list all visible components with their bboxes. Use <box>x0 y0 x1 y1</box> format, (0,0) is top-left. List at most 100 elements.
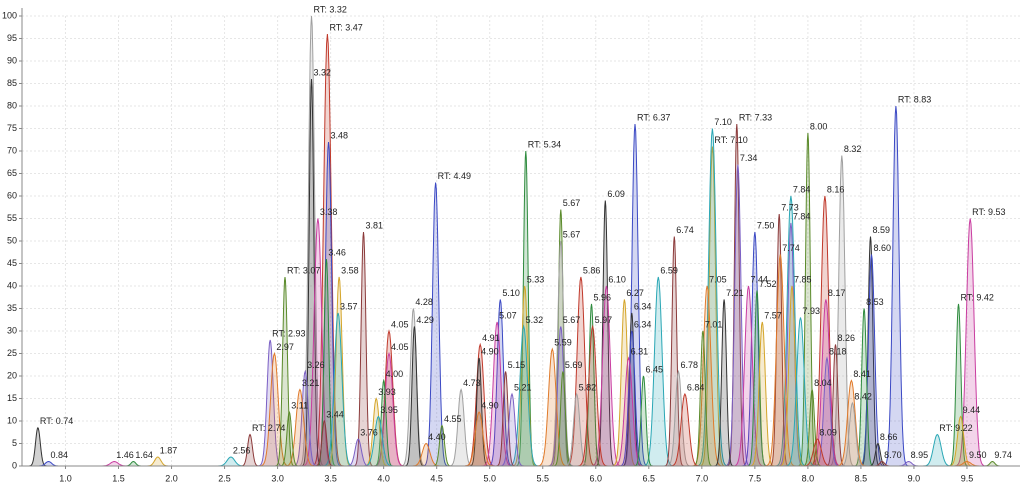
peak-label: 9.74 <box>994 450 1012 460</box>
peak-label: 3.57 <box>340 301 358 311</box>
peak-label: 6.59 <box>660 265 678 275</box>
peak-label: 3.58 <box>341 265 359 275</box>
peak-label: 3.46 <box>328 247 346 257</box>
y-tick-label: 25 <box>7 348 17 358</box>
peak-label: 3.11 <box>291 400 308 410</box>
peak-label: 3.76 <box>360 427 378 437</box>
peak-label: 2.97 <box>276 342 294 352</box>
peak-label: 5.86 <box>583 265 601 275</box>
peak-label: 6.78 <box>680 360 698 370</box>
peak-label: 7.10 <box>714 117 732 127</box>
x-tick-label: 1.5 <box>112 473 125 483</box>
peak-label: 6.34 <box>634 301 652 311</box>
y-tick-label: 0 <box>12 460 17 470</box>
peak-label: 3.44 <box>326 409 344 419</box>
peak-label: 2.56 <box>233 445 251 455</box>
peak-label: 4.28 <box>415 297 433 307</box>
peak-label: 6.09 <box>607 189 625 199</box>
y-tick-label: 45 <box>7 258 17 268</box>
peak-label: 8.95 <box>911 450 929 460</box>
peak-label: 5.67 <box>563 229 581 239</box>
y-tick-label: 65 <box>7 168 17 178</box>
peak-label: 4.90 <box>481 346 499 356</box>
x-tick-label: 6.5 <box>643 473 656 483</box>
peak-label: 7.44 <box>750 274 768 284</box>
peak-label: 5.96 <box>594 292 612 302</box>
peak-label: 1.87 <box>160 445 178 455</box>
peak-label: 6.74 <box>676 225 694 235</box>
peak-label: RT: 4.49 <box>438 171 471 181</box>
y-tick-label: 75 <box>7 123 17 133</box>
peak-label: 9.44 <box>963 405 981 415</box>
peak-label: 8.70 <box>884 450 902 460</box>
y-tick-label: 85 <box>7 78 17 88</box>
peak-label: RT: 7.10 <box>714 135 747 145</box>
peak-label: 8.42 <box>854 391 872 401</box>
peak-label: 5.69 <box>565 360 583 370</box>
peak-label: 8.66 <box>880 432 898 442</box>
peak-label: 4.29 <box>416 315 434 325</box>
y-tick-label: 10 <box>7 415 17 425</box>
y-tick-label: 20 <box>7 370 17 380</box>
peak-label: 8.00 <box>810 121 828 131</box>
peak-label: 8.41 <box>853 369 871 379</box>
x-tick-label: 3.5 <box>324 473 337 483</box>
peak-label: 8.53 <box>866 297 884 307</box>
x-tick-label: 8.5 <box>855 473 868 483</box>
x-tick-label: 9.5 <box>961 473 974 483</box>
peak-label: RT: 9.53 <box>972 207 1005 217</box>
peak-label: 5.59 <box>554 337 572 347</box>
peak-label: 8.09 <box>819 427 837 437</box>
peak-label: 5.97 <box>595 315 613 325</box>
peak-label: 8.16 <box>827 184 845 194</box>
peak-label: 5.32 <box>526 315 544 325</box>
y-tick-label: 70 <box>7 145 17 155</box>
peak-label: RT: 9.42 <box>960 292 993 302</box>
y-tick-label: 55 <box>7 213 17 223</box>
peak-label: 7.50 <box>757 220 775 230</box>
x-tick-label: 5.0 <box>483 473 496 483</box>
y-tick-label: 15 <box>7 393 17 403</box>
peak-label: 6.84 <box>687 382 705 392</box>
peak-label: RT: 9.22 <box>939 423 972 433</box>
peak-label: 1.64 <box>135 450 153 460</box>
x-tick-label: 4.5 <box>430 473 443 483</box>
peak-label: RT: 8.83 <box>898 94 931 104</box>
x-tick-label: 2.5 <box>218 473 231 483</box>
peak-label: 3.93 <box>378 387 396 397</box>
peak-label: 7.57 <box>764 310 782 320</box>
y-tick-label: 90 <box>7 55 17 65</box>
peak-label: RT: 3.32 <box>314 4 347 14</box>
peak-label: 5.67 <box>563 198 581 208</box>
peak-label: 7.85 <box>794 274 812 284</box>
grid-layer: 0 5 10 15 20 25 30 35 40 45 50 55 60 65 70 75 80 85 90 95 10… <box>2 10 1020 483</box>
peak-label: 5.33 <box>527 274 545 284</box>
x-tick-label: 9.0 <box>908 473 921 483</box>
peak-label: 7.73 <box>781 202 799 212</box>
peak <box>22 426 53 467</box>
x-tick-label: 4.0 <box>377 473 390 483</box>
peak-label: 7.34 <box>740 153 758 163</box>
x-tick-label: 3.0 <box>271 473 284 483</box>
peak-label: 7.84 <box>793 184 811 194</box>
x-tick-label: 1.0 <box>59 473 72 483</box>
peak-label: RT: 7.33 <box>739 112 772 122</box>
peak-label: 3.81 <box>366 220 384 230</box>
peak-label: 4.73 <box>463 378 481 388</box>
peak-label: 5.67 <box>563 315 581 325</box>
peak-label: 4.40 <box>428 432 446 442</box>
peak-label: 7.74 <box>782 243 800 253</box>
peak-label: 6.31 <box>631 346 649 356</box>
peak-label: 4.05 <box>391 342 409 352</box>
x-tick-label: 7.5 <box>749 473 762 483</box>
peak-label: 5.82 <box>579 382 597 392</box>
y-tick-label: 50 <box>7 235 17 245</box>
peak-label: 6.27 <box>626 288 644 298</box>
peak-label: RT: 3.07 <box>287 265 320 275</box>
y-tick-label: 40 <box>7 280 17 290</box>
peak-label: 8.26 <box>837 333 855 343</box>
y-tick-label: 35 <box>7 303 17 313</box>
peak-label: 8.59 <box>872 225 890 235</box>
peak-label: 5.10 <box>502 288 520 298</box>
peak-label: 8.32 <box>844 144 862 154</box>
